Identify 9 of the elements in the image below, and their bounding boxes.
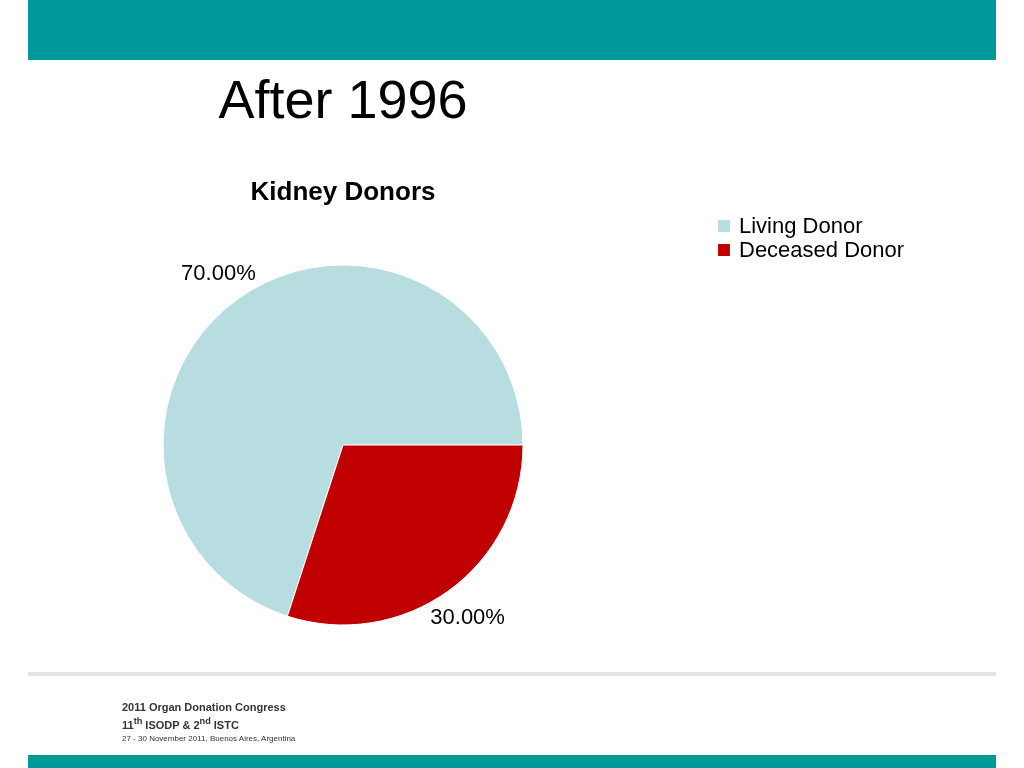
text: 27 - 30 November 2011, Buenos Aires, Argentina xyxy=(122,732,296,745)
data-label: 70.00% xyxy=(181,260,256,286)
legend-label: Deceased Donor xyxy=(739,237,905,262)
legend-label: Living Donor xyxy=(739,213,863,238)
chart-subtitle: Kidney Donors xyxy=(250,176,436,206)
data-label: 30.00% xyxy=(430,603,505,629)
text: 11$^{th}$ ISODP & 2$^{nd}$ ISTC xyxy=(122,715,240,732)
text: 2011 Organ Donation Congress xyxy=(122,700,287,714)
chart-title: After 1996 xyxy=(218,69,468,129)
